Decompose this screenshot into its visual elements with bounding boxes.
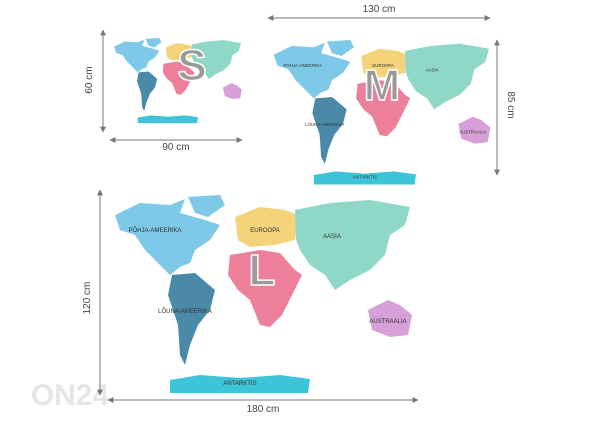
continent-label: ANTARKTIS [353,175,377,180]
continent-label: AUSTRAALIA [459,129,486,134]
size-letter: M [364,61,401,110]
width-label: 90 cm [162,142,189,153]
width-label: 130 cm [363,4,396,15]
watermark: ON24 [31,379,110,412]
height-label: 120 cm [82,282,93,315]
world-map: PÕHJA-AMEERIKA EUROOPA AASIA LÕUNA-AMEERIKA… [273,40,491,185]
continent-label: PÕHJA-AMEERIKA [128,227,181,234]
size-letter: S [177,41,206,90]
continent-label: AASIA [426,67,439,72]
continent-label: PÕHJA-AMEERIKA [284,63,323,68]
continent-label: ANTARKTIS [223,381,256,387]
continent-label: LÕUNA-AMEERIKA [158,308,212,315]
width-label: 180 cm [247,404,280,415]
size-letter: L [249,246,276,295]
continent-label: LÕUNA-AMEERIKA [305,122,344,127]
continent-label: AUSTRAALIA [369,319,406,325]
continent-label: AASIA [323,234,341,240]
height-label: 60 cm [84,66,95,93]
height-label: 85 cm [505,91,516,118]
world-map: PÕHJA-AMEERIKA EUROOPA AASIA LÕUNA-AMEERIKA… [115,195,412,393]
continent-label: EUROOPA [250,228,280,234]
continent-label: EUROOPA [372,63,394,68]
